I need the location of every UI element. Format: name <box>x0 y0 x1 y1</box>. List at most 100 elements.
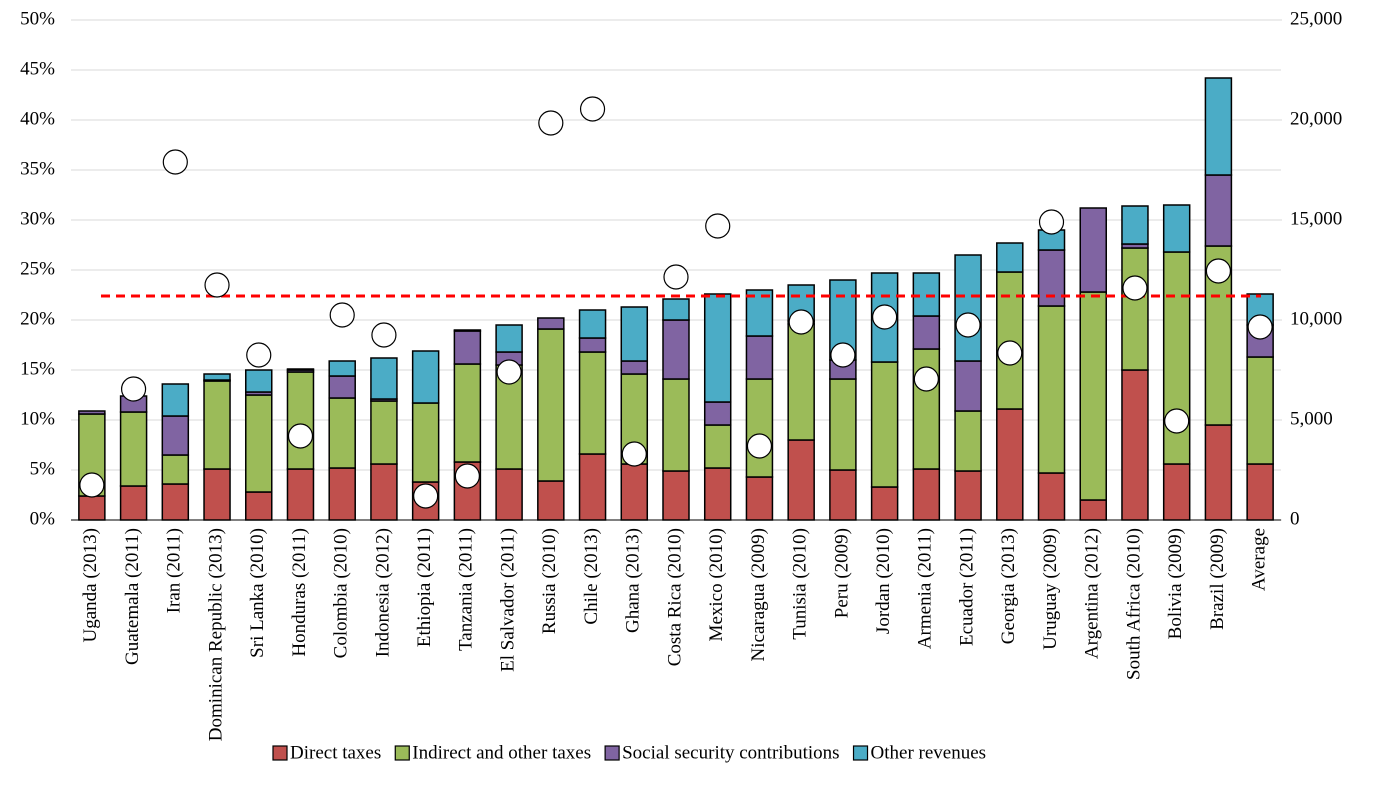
bar-segment <box>745 289 774 337</box>
bar-segment <box>161 415 190 456</box>
point <box>997 340 1023 366</box>
point <box>746 433 773 459</box>
bar-segment <box>203 380 231 470</box>
point <box>830 342 856 368</box>
y-tick-label: 10% <box>20 408 55 429</box>
bar-segment <box>495 468 523 521</box>
y-tick-label: 45% <box>20 58 55 79</box>
bar-segment <box>1246 463 1274 521</box>
x-tick-label: Ecuador (2011) <box>956 528 977 646</box>
bar-segment <box>453 329 482 332</box>
bar-segment <box>578 309 607 339</box>
point <box>1038 209 1065 235</box>
point <box>955 312 981 338</box>
legend-label: Indirect and other taxes <box>412 742 591 763</box>
point <box>413 483 439 509</box>
bar-segment <box>662 298 690 321</box>
bar-segment <box>370 357 398 400</box>
bar-segment <box>1121 205 1149 245</box>
y-tick-label: 35% <box>20 158 55 179</box>
point <box>913 366 939 392</box>
point <box>1122 275 1148 301</box>
bar-segment <box>1121 369 1149 521</box>
x-tick-label: Tunisia (2010) <box>790 528 811 640</box>
bar-segment <box>1204 424 1233 521</box>
bar-segment <box>328 360 356 377</box>
bar-segment <box>1204 77 1233 176</box>
y-tick-label: 15% <box>20 358 55 379</box>
bar-segment <box>1037 305 1066 474</box>
bar-segment <box>286 368 315 371</box>
legend-label: Direct taxes <box>290 742 381 763</box>
bar-segment <box>996 242 1024 273</box>
x-tick-label: Armenia (2011) <box>915 528 936 649</box>
bar-segment <box>620 306 649 362</box>
x-tick-label: Honduras (2011) <box>289 528 310 657</box>
y2-tick-label: 5,000 <box>1290 408 1333 429</box>
x-tick-label: Costa Rica (2010) <box>664 528 685 666</box>
bar-segment <box>1246 356 1274 465</box>
y2-tick-label: 25,000 <box>1290 8 1342 29</box>
y2-tick-label: 10,000 <box>1290 308 1342 329</box>
bar-segment <box>1037 249 1066 307</box>
legend-label: Social security contributions <box>622 742 839 763</box>
x-tick-label: Argentina (2012) <box>1082 528 1103 659</box>
x-tick-label: South Africa (2010) <box>1123 528 1144 680</box>
bar-segment <box>537 480 565 521</box>
point <box>496 359 522 385</box>
legend-swatch <box>272 745 288 761</box>
y-tick-label: 50% <box>20 8 55 29</box>
y2-tick-label: 0 <box>1290 508 1300 529</box>
x-tick-label: Iran (2011) <box>164 528 185 613</box>
bar-segment <box>703 467 732 521</box>
bar-segment <box>703 293 732 403</box>
point <box>1205 258 1232 284</box>
y-tick-label: 5% <box>30 458 56 479</box>
point <box>371 322 397 348</box>
y2-tick-label: 15,000 <box>1290 208 1342 229</box>
bar-segment <box>411 402 440 483</box>
x-tick-label: Brazil (2009) <box>1207 528 1228 630</box>
bar-segment <box>495 324 523 353</box>
bar-segment <box>954 254 982 362</box>
bar-segment <box>1121 247 1149 371</box>
legend-label: Other revenues <box>871 742 987 763</box>
y-tick-label: 25% <box>20 258 55 279</box>
x-tick-label: Sri Lanka (2010) <box>247 528 268 658</box>
bar-segment <box>787 439 815 521</box>
bar-segment <box>78 410 106 415</box>
x-tick-label: Chile (2013) <box>581 528 602 625</box>
bar-segment <box>954 410 982 472</box>
bar-segment <box>578 453 607 521</box>
bar-segment <box>954 360 982 412</box>
bar-segment <box>870 361 899 488</box>
bar-segment <box>1079 499 1107 521</box>
bar-segment <box>161 383 190 417</box>
bar-segment <box>1204 174 1233 247</box>
x-tick-label: Tanzania (2011) <box>456 528 477 651</box>
bar-segment <box>161 483 190 521</box>
point <box>454 463 480 489</box>
y-tick-label: 0% <box>30 508 56 529</box>
x-tick-label: Peru (2009) <box>831 528 852 618</box>
bar-segment <box>453 363 482 463</box>
legend-swatch <box>394 745 410 761</box>
bar-segment <box>328 467 356 521</box>
bar-segment <box>745 335 774 380</box>
bar-segment <box>578 351 607 455</box>
x-tick-label: Nicaragua (2009) <box>748 528 769 661</box>
bar-segment <box>662 470 690 521</box>
bar-segment <box>328 375 356 399</box>
bar-segment <box>245 394 273 493</box>
bar-segment <box>1162 204 1191 253</box>
bar-segment <box>78 495 106 521</box>
bar-segment <box>119 411 148 487</box>
point <box>246 342 272 368</box>
bar-segment <box>787 323 815 441</box>
x-tick-label: Bolivia (2009) <box>1165 528 1186 639</box>
point <box>663 264 689 290</box>
bar-segment <box>203 468 231 521</box>
x-tick-label: Ethiopia (2011) <box>414 528 435 647</box>
x-tick-label: Colombia (2010) <box>331 528 352 658</box>
point <box>788 309 814 335</box>
